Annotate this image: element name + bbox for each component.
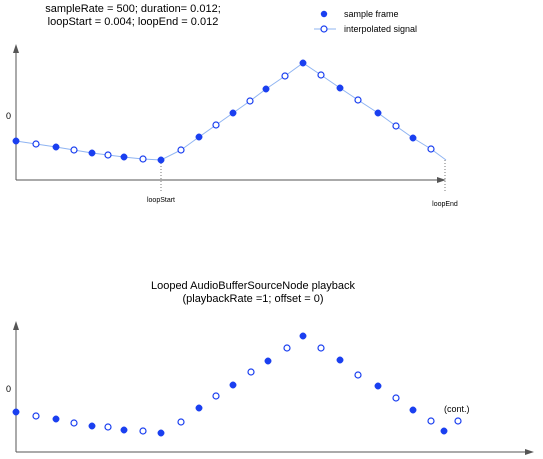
bottom-interpolated-5 (212, 392, 220, 400)
top-interpolated-0 (32, 140, 40, 148)
top-interpolated-11 (427, 145, 435, 153)
bottom-sample-frame-9 (336, 356, 344, 364)
bottom-interpolated-2 (104, 423, 112, 431)
top-sample-frame-7 (262, 85, 270, 93)
top-sample-frame-6 (229, 109, 237, 117)
bottom-sample-frame-3 (120, 426, 128, 434)
top-interpolated-10 (392, 122, 400, 130)
bottom-interpolated-10 (392, 394, 400, 402)
bottom-interpolated-1 (70, 419, 78, 427)
cont-label: (cont.) (444, 404, 470, 414)
top-sample-frame-2 (88, 149, 96, 157)
bottom-interpolated-7 (283, 344, 291, 352)
top-sample-frame-4 (157, 156, 165, 164)
legend-interp-marker (320, 25, 328, 33)
top-sample-frame-1 (52, 143, 60, 151)
top-sample-frame-9 (336, 84, 344, 92)
top-interpolated-2 (104, 151, 112, 159)
top-interpolated-9 (354, 96, 362, 104)
bottom-interpolated-6 (247, 368, 255, 376)
header-line-1: sampleRate = 500; duration= 0.012; (45, 3, 221, 15)
bottom-interpolated-0 (32, 412, 40, 420)
top-sample-frame-8 (299, 59, 307, 67)
top-interpolated-4 (177, 146, 185, 154)
top-interpolated-3 (139, 155, 147, 163)
bottom-sample-frame-7 (264, 357, 272, 365)
top-interpolated-5 (212, 121, 220, 129)
bottom-zero-label: 0 (6, 384, 11, 394)
bottom-interpolated-8 (317, 344, 325, 352)
legend-sample-marker (320, 10, 328, 18)
top-sample-frame-11 (409, 134, 417, 142)
bottom-sample-frame-0 (12, 408, 20, 416)
top-sample-points (12, 59, 435, 164)
legend-sample-label: sample frame (344, 9, 399, 19)
top-interpolated-8 (317, 71, 325, 79)
bottom-plot: Looped AudioBufferSourceNode playback (p… (6, 280, 534, 455)
bottom-sample-frame-11 (409, 406, 417, 414)
bottom-sample-frame-2 (88, 422, 96, 430)
bottom-x-arrow (525, 449, 534, 455)
bottom-sample-frame-6 (229, 381, 237, 389)
bottom-interpolated-9 (354, 371, 362, 379)
legend-interp-label: interpolated signal (344, 24, 417, 34)
bottom-sample-frame-4 (157, 429, 165, 437)
top-plot: 0 loopStart loopEnd (6, 44, 458, 208)
bottom-title-line-1: Looped AudioBufferSourceNode playback (151, 280, 356, 292)
bottom-y-arrow (13, 321, 19, 330)
top-zero-label: 0 (6, 111, 11, 121)
top-x-arrow (437, 177, 446, 183)
top-sample-frame-0 (12, 137, 20, 145)
top-interpolated-6 (246, 97, 254, 105)
top-sample-frame-5 (195, 133, 203, 141)
legend: sample frame interpolated signal (314, 9, 417, 34)
bottom-sample-frame-1 (52, 415, 60, 423)
loop-end-label: loopEnd (432, 201, 458, 208)
bottom-title-line-2: (playbackRate =1; offset = 0) (182, 293, 323, 305)
top-interpolated-1 (70, 146, 78, 154)
loop-start-label: loopStart (147, 197, 175, 204)
bottom-interpolated-3 (139, 427, 147, 435)
header-line-2: loopStart = 0.004; loopEnd = 0.012 (48, 16, 219, 28)
top-sample-frame-3 (120, 153, 128, 161)
bottom-sample-frame-5 (195, 404, 203, 412)
bottom-sample-frame-12 (440, 427, 448, 435)
bottom-interpolated-11 (427, 417, 435, 425)
top-y-arrow (13, 44, 19, 53)
top-interpolated-7 (281, 72, 289, 80)
bottom-interpolated-12 (454, 417, 462, 425)
bottom-sample-frame-8 (299, 332, 307, 340)
top-sample-frame-10 (374, 109, 382, 117)
bottom-sample-points (12, 332, 462, 437)
bottom-sample-frame-10 (374, 382, 382, 390)
bottom-interpolated-4 (177, 418, 185, 426)
